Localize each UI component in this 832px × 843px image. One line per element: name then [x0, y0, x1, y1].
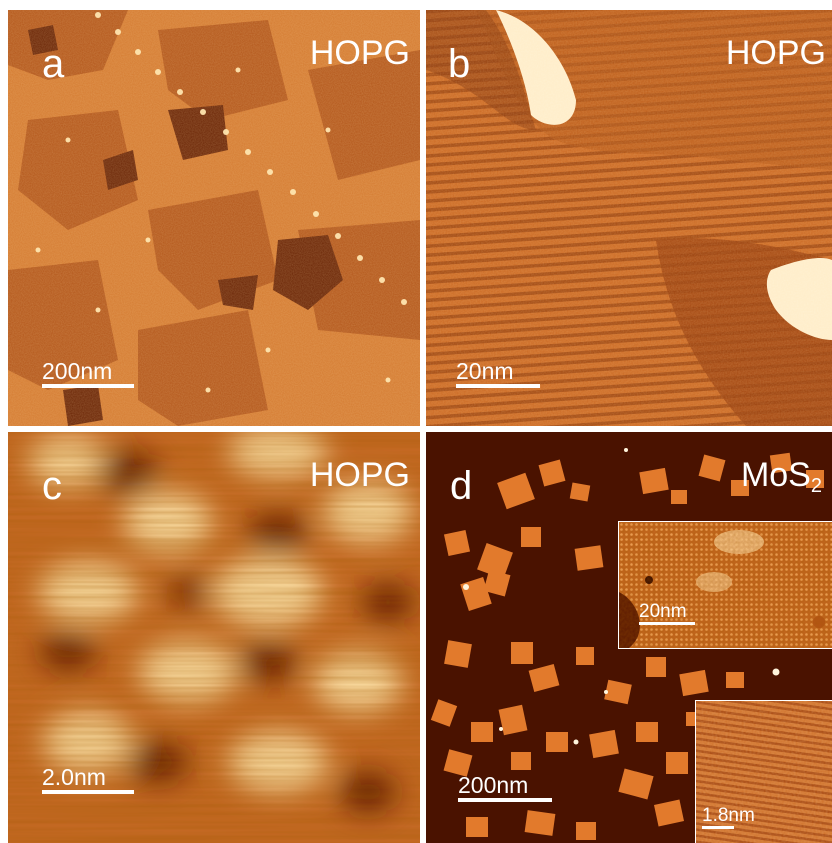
panel-c-scale-label: 2.0nm — [42, 764, 106, 790]
panel-d-inset-bottom-scale-label: 1.8nm — [702, 805, 755, 826]
panel-b-image — [426, 10, 832, 426]
panel-d-letter: d — [450, 464, 473, 508]
panel-b-scale-label: 20nm — [456, 358, 514, 384]
panel-d-inset-bottom: 1.8nm — [695, 700, 832, 843]
panel-d-inset-top-image — [619, 522, 832, 648]
panel-d-inset-bottom-scale-bar — [702, 826, 734, 829]
panel-d: d MoS2 20nm — [426, 432, 832, 843]
panel-b: b HOPG 20nm — [426, 10, 832, 426]
panel-c: c HOPG 2.0nm — [8, 432, 420, 843]
panel-a-scale-bar — [42, 384, 134, 388]
panel-d-scale-bar — [458, 798, 552, 802]
panel-d-inset-bottom-scalebar: 1.8nm — [702, 806, 755, 829]
panel-b-letter: b — [448, 42, 471, 86]
panel-d-material-subscript: 2 — [810, 475, 822, 497]
panel-d-inset-bottom-image — [696, 701, 832, 843]
panel-d-scalebar: 200nm — [458, 774, 552, 802]
panel-a-scale-label: 200nm — [42, 358, 113, 384]
panel-d-material-base: MoS — [740, 456, 811, 494]
panel-d-material: MoS2 — [741, 458, 822, 496]
panel-d-scale-label: 200nm — [458, 772, 529, 798]
panel-d-inset-top-scalebar: 20nm — [639, 602, 695, 625]
panel-c-scale-bar — [42, 790, 134, 794]
panel-c-scalebar: 2.0nm — [42, 766, 134, 794]
panel-b-scale-bar — [456, 384, 540, 388]
panel-d-inset-top-scale-label: 20nm — [639, 601, 687, 622]
panel-a-letter: a — [42, 42, 65, 86]
panel-a-scalebar: 200nm — [42, 360, 134, 388]
panel-b-material: HOPG — [725, 34, 826, 72]
panel-b-scalebar: 20nm — [456, 360, 540, 388]
panel-a-image — [8, 10, 420, 426]
panel-a-material: HOPG — [309, 34, 410, 72]
panel-a: a HOPG 200nm — [8, 10, 420, 426]
panel-c-image — [8, 432, 420, 843]
panel-d-inset-top-scale-bar — [639, 622, 695, 625]
panel-c-letter: c — [42, 464, 62, 508]
panel-c-material: HOPG — [309, 456, 410, 494]
panel-d-inset-top: 20nm — [618, 521, 832, 649]
